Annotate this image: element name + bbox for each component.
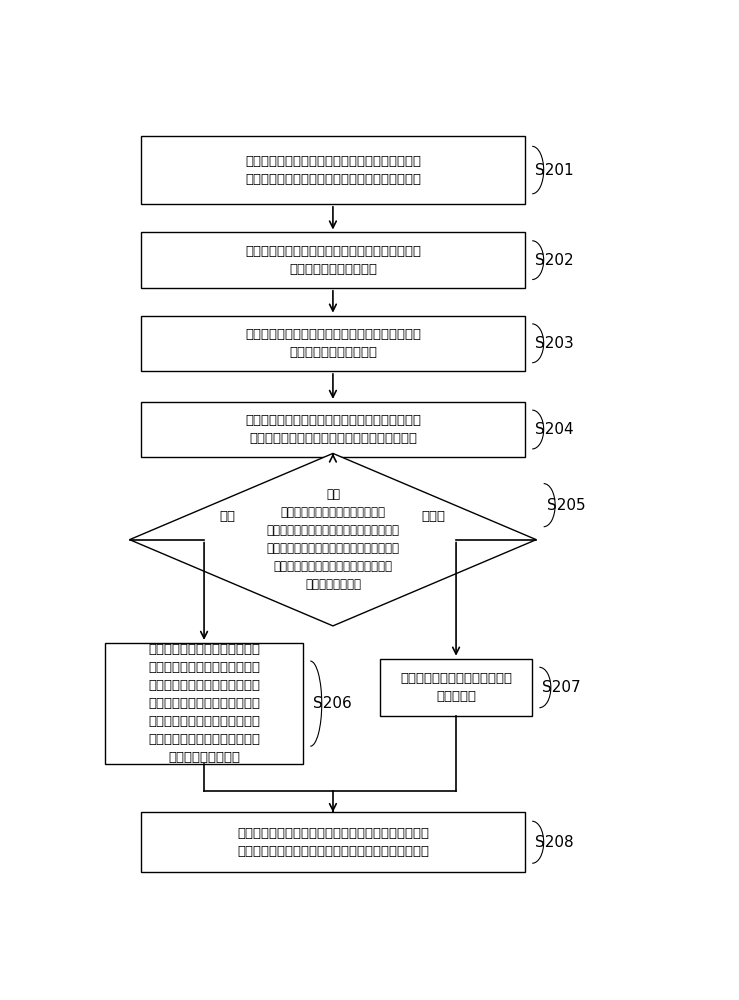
Text: 比较
每个目标元素的二维坐标的大小，
确定交集中是否缺失第一目标元素的位置信
息，第二目标元素的位置信息，第三目标元
素的位置信息以及第四目标元素的位置
信息中: 比较 每个目标元素的二维坐标的大小， 确定交集中是否缺失第一目标元素的位置信 息…: [267, 488, 399, 591]
Bar: [141, 316, 525, 371]
Bar: [105, 643, 303, 764]
Text: 将第一特征矩阵中，由第一目标
元素的位置信息、第二目标元素
的位置信息、第三目标元素的位
置信息和第四目标元素的位置信
息作为角点位置构成的矩形区域
内的所有元: 将第一特征矩阵中，由第一目标 元素的位置信息、第二目标元素 的位置信息、第三目标…: [148, 643, 260, 764]
Polygon shape: [129, 453, 537, 626]
Text: 确定所获取的第一位置信息和第二位置信息的交集
，并将交集中的位置信息作为差异特征位置信息: 确定所获取的第一位置信息和第二位置信息的交集 ，并将交集中的位置信息作为差异特征…: [245, 414, 421, 445]
Text: S205: S205: [547, 498, 585, 513]
Text: 获取第一特征矩阵中的每个第一特征元素在第一特
征矩阵中的第一位置信息: 获取第一特征矩阵中的每个第一特征元素在第一特 征矩阵中的第一位置信息: [245, 245, 421, 276]
Text: 分别对第一图像和第二图像进行提取特征，得到第
一图像的第一特征矩阵和第二图像的第二特征矩阵: 分别对第一图像和第二图像进行提取特征，得到第 一图像的第一特征矩阵和第二图像的第…: [245, 155, 421, 186]
Text: S204: S204: [535, 422, 573, 437]
Text: S202: S202: [535, 253, 573, 268]
Bar: [141, 136, 525, 204]
Bar: [141, 812, 525, 872]
Text: 不缺失: 不缺失: [421, 510, 445, 523]
Bar: [141, 232, 525, 288]
Text: S201: S201: [535, 163, 573, 178]
Text: S208: S208: [535, 835, 573, 850]
Text: S207: S207: [542, 680, 581, 695]
Text: S206: S206: [313, 696, 352, 711]
Bar: [380, 659, 532, 716]
Text: S203: S203: [535, 336, 574, 351]
Text: 基于差异特征位置信息，将第一图像中与差异特征位置
信息对应的位置信息，确定为第一图像的目标位置信息: 基于差异特征位置信息，将第一图像中与差异特征位置 信息对应的位置信息，确定为第一…: [237, 827, 429, 858]
Bar: [141, 402, 525, 457]
Text: 将交集中的位置信息作为差异特
征位置信息: 将交集中的位置信息作为差异特 征位置信息: [400, 672, 512, 703]
Text: 获取第二特征矩阵中的每个第二特征元素在第二特
征矩阵中的第二位置信息: 获取第二特征矩阵中的每个第二特征元素在第二特 征矩阵中的第二位置信息: [245, 328, 421, 359]
Text: 缺失: 缺失: [219, 510, 235, 523]
